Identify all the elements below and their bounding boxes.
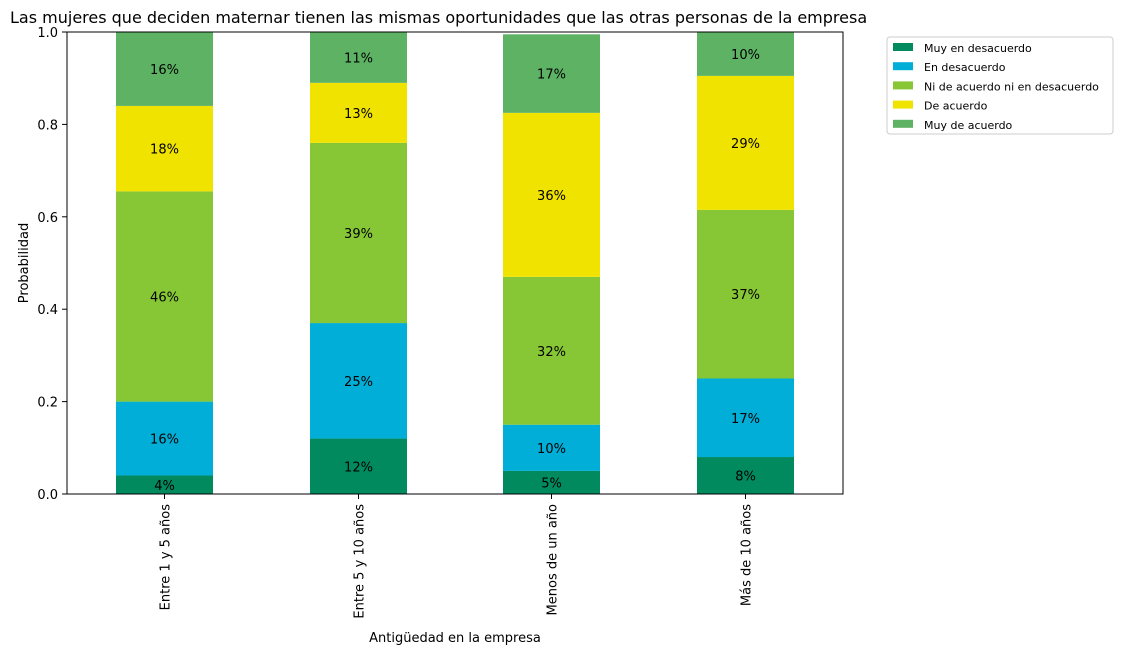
plot-frame — [66, 31, 844, 495]
bar-segment — [310, 32, 407, 83]
data-label: 18% — [150, 143, 179, 158]
data-label: 10% — [731, 48, 760, 63]
bars-layer — [116, 32, 794, 494]
bar-segment — [310, 323, 407, 439]
legend-label: Muy de acuerdo — [924, 119, 1013, 132]
bar-segment — [697, 209, 794, 379]
x-tick-label: Entre 1 y 5 años — [159, 504, 174, 611]
bar-segment — [310, 438, 407, 494]
x-axis-title: Antigüedad en la empresa — [369, 631, 541, 646]
data-label: 39% — [344, 227, 373, 242]
legend-swatch — [893, 62, 913, 71]
y-tick-label: 0.8 — [37, 118, 58, 133]
bar-segment — [310, 142, 407, 324]
y-tick-label: 0.6 — [37, 211, 58, 226]
bar-segment — [697, 457, 794, 494]
legend-label: De acuerdo — [924, 100, 988, 113]
data-label: 25% — [344, 375, 373, 390]
legend-label: En desacuerdo — [924, 61, 1006, 74]
y-tick-label: 0.4 — [37, 303, 58, 318]
data-label: 46% — [150, 290, 179, 305]
data-label: 16% — [150, 63, 179, 78]
x-tick-label: Más de 10 años — [740, 504, 755, 606]
legend-frame — [886, 36, 1114, 135]
x-tick-label: Entre 5 y 10 años — [353, 504, 368, 619]
axes-layer: 0.0 0.2 0.4 0.6 0.8 1.0 Entre 1 y 5 años Entre … — [37, 26, 844, 619]
data-label: 32% — [537, 345, 566, 360]
bar-segment — [503, 470, 600, 494]
legend-items: Muy en desacuerdo En desacuerdo Ni de acue… — [893, 42, 1099, 132]
bar-segment — [697, 32, 794, 76]
legend-swatch — [893, 100, 913, 109]
data-label: 16% — [150, 433, 179, 448]
legend-label: Muy en desacuerdo — [924, 42, 1032, 55]
legend-swatch — [893, 119, 913, 128]
bar-segment — [116, 105, 213, 192]
y-tick-label: 1.0 — [37, 26, 58, 41]
bar-segment — [503, 112, 600, 277]
chart-title: Las mujeres que deciden maternar tienen … — [10, 8, 867, 27]
data-label: 36% — [537, 189, 566, 204]
y-axis-title: Probabilidad — [17, 223, 32, 303]
bar-segment — [697, 378, 794, 458]
data-label: 17% — [731, 412, 760, 427]
data-label: 8% — [735, 470, 756, 485]
x-tick-label: Menos de un año — [546, 504, 561, 616]
data-label: 5% — [541, 476, 562, 491]
data-label: 11% — [344, 51, 373, 66]
bar-segment — [116, 32, 213, 106]
data-label: 29% — [731, 137, 760, 152]
bar-segment — [697, 75, 794, 210]
data-label: 12% — [344, 460, 373, 475]
bar-segment — [116, 475, 213, 494]
data-label: 10% — [537, 442, 566, 457]
y-tick-label: 0.0 — [37, 488, 58, 503]
bar-segment — [116, 191, 213, 402]
bar-segment — [116, 401, 213, 476]
y-tick-label: 0.2 — [37, 396, 58, 411]
data-label: 37% — [731, 288, 760, 303]
legend-swatch — [893, 43, 913, 51]
legend-label: Ni de acuerdo ni en desacuerdo — [924, 80, 1099, 93]
data-labels-layer: 4% 16% 46% 18% 16% 12% 25% 39% 13% 11% 5% 10% 32% 36%… — [150, 48, 760, 494]
bar-segment — [503, 276, 600, 425]
data-label: 13% — [344, 107, 373, 122]
data-label: 4% — [154, 479, 175, 494]
bar-segment — [310, 82, 407, 143]
legend-swatch — [893, 81, 913, 90]
bar-segment — [503, 34, 600, 113]
bar-segment — [503, 424, 600, 471]
legend: Muy en desacuerdo En desacuerdo Ni de acue… — [886, 36, 1114, 135]
data-label: 17% — [537, 68, 566, 83]
